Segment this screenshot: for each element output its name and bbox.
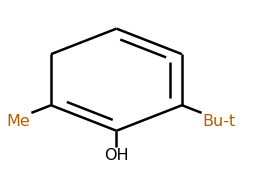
Text: Me: Me xyxy=(6,114,30,129)
Text: Bu-t: Bu-t xyxy=(203,114,236,129)
Text: OH: OH xyxy=(104,148,129,163)
